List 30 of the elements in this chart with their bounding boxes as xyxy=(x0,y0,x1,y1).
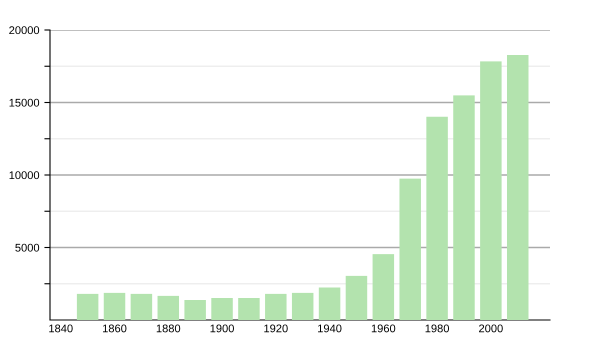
bar xyxy=(346,276,368,320)
bar xyxy=(480,61,502,320)
bar xyxy=(130,294,152,320)
bar xyxy=(158,296,180,320)
x-tick-label: 1900 xyxy=(210,324,234,332)
x-tick-label: 1880 xyxy=(156,324,180,332)
y-tick-label: 15000 xyxy=(10,98,40,107)
bar xyxy=(238,298,260,320)
bar xyxy=(453,95,475,320)
x-tick-label: 2000 xyxy=(479,324,503,332)
y-tick-label: 20000 xyxy=(9,26,40,34)
x-tick-label: 1840 xyxy=(49,324,73,332)
y-tick-label: 10000 xyxy=(10,171,40,180)
bar xyxy=(399,178,421,320)
x-tick-label: 1860 xyxy=(103,324,126,332)
x-tick-label: 1940 xyxy=(318,324,342,332)
bar xyxy=(265,294,287,320)
x-tick-label: 1960 xyxy=(372,324,396,332)
y-tick-label: 5000 xyxy=(15,244,40,252)
bar xyxy=(426,116,448,320)
bar xyxy=(506,54,528,320)
bar xyxy=(318,288,340,320)
x-tick-label: 1920 xyxy=(264,324,288,332)
x-tick-label: 1980 xyxy=(426,324,450,332)
bar xyxy=(372,254,394,320)
bar xyxy=(292,292,314,320)
bar xyxy=(211,298,233,320)
bar xyxy=(104,292,126,320)
bar xyxy=(184,300,206,320)
bar xyxy=(76,294,98,320)
